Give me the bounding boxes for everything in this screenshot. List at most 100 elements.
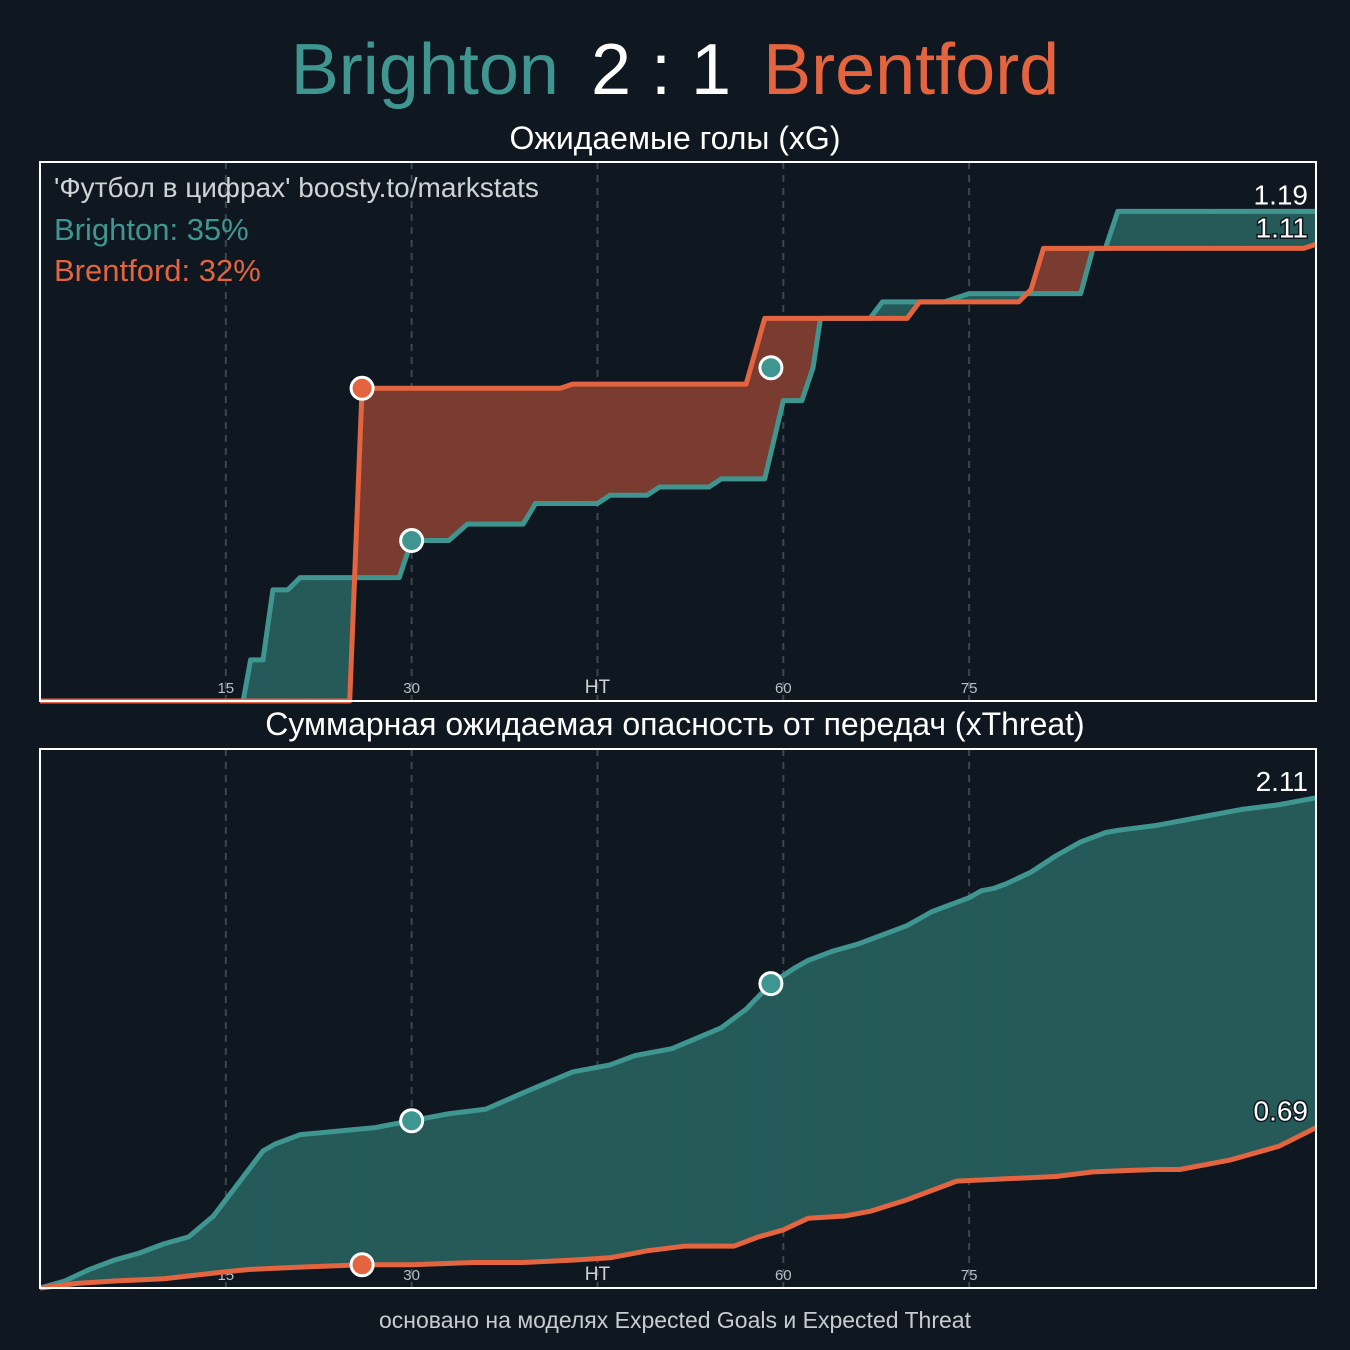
away-team-name: Brentford <box>763 30 1060 110</box>
xt-area-home <box>1043 860 1048 1178</box>
xg-area-home <box>256 659 260 702</box>
xt-area-home <box>122 1256 128 1281</box>
xt-area-home <box>758 993 761 1238</box>
xt-area-home <box>977 891 980 1181</box>
xt-area-home <box>1014 877 1019 1179</box>
xt-area-home <box>1005 881 1011 1180</box>
xg-area-home <box>254 659 258 702</box>
xt-area-home <box>353 1129 357 1266</box>
xt-area-home <box>962 898 966 1182</box>
xg-area-home <box>332 577 342 702</box>
xt-area-home <box>1162 822 1168 1170</box>
xt-area-home <box>254 1158 258 1270</box>
xt-area-home <box>764 987 768 1236</box>
xg-area-home <box>275 589 279 702</box>
xt-area-home <box>405 1120 412 1266</box>
xt-goal-marker-home <box>758 971 784 997</box>
match-header: Brighton 2 : 1 Brentford <box>0 20 1350 120</box>
xt-area-home <box>275 1141 280 1269</box>
xt-area-home <box>134 1252 140 1281</box>
xg-area-away <box>761 318 766 480</box>
xt-area-home <box>1237 809 1240 1159</box>
xt-area-home <box>483 1108 487 1263</box>
xt-area-home <box>756 995 759 1239</box>
xt-area-home <box>970 894 974 1181</box>
xg-area-home <box>1210 211 1242 249</box>
xt-area-home <box>572 1070 580 1261</box>
xg-area-away <box>588 383 594 504</box>
xg-tick-label: HT <box>585 677 611 698</box>
xt-area-home <box>617 1059 623 1257</box>
xt-area-home <box>138 1251 144 1281</box>
xg-area-away <box>467 387 477 525</box>
xt-area-home <box>473 1110 476 1263</box>
xg-goal-marker-away <box>349 375 375 401</box>
xt-area-home <box>217 1206 220 1274</box>
xt-area-home <box>718 1027 722 1247</box>
xt-area-home <box>279 1140 284 1269</box>
xt-area-home <box>1171 821 1176 1170</box>
xt-area-home <box>989 888 993 1180</box>
xt-area-home <box>853 944 856 1215</box>
xg-area-away <box>529 387 532 515</box>
xt-area-home <box>791 968 794 1227</box>
xt-area-home <box>1034 866 1040 1178</box>
xt-area-home <box>547 1078 557 1262</box>
xt-area-home <box>252 1160 256 1270</box>
xt-area-home <box>787 970 790 1229</box>
xt-area-home <box>646 1052 652 1252</box>
xt-area-home <box>1092 836 1096 1173</box>
xt-area-home <box>745 1006 749 1242</box>
xt-area-home <box>374 1126 381 1266</box>
xg-area-home <box>1307 211 1311 248</box>
xt-area-home <box>851 944 854 1216</box>
xg-area-away <box>526 387 530 519</box>
xg-area-away <box>609 383 617 496</box>
xg-area-away <box>533 387 536 509</box>
xt-area-home <box>1167 822 1172 1170</box>
xg-area-away <box>621 383 629 496</box>
away-win-probability: Brentford: 32% <box>54 253 261 288</box>
xt-area-home <box>768 982 772 1235</box>
xt-area-home <box>219 1204 222 1273</box>
xt-area-home <box>1216 812 1222 1163</box>
xg-area-away <box>755 340 759 480</box>
xt-area-home <box>1088 837 1092 1173</box>
xt-area-home <box>188 1232 194 1277</box>
xg-area-away <box>584 383 590 504</box>
xt-area-home <box>877 935 881 1210</box>
xt-area-home <box>1094 835 1098 1173</box>
xt-area-home <box>919 915 925 1196</box>
xt-area-home <box>1086 838 1090 1173</box>
xt-area-home <box>411 1119 419 1266</box>
xg-area-away <box>792 318 796 401</box>
xt-area-home <box>539 1081 549 1262</box>
xthreat-chart-title: Суммарная ожидаемая опасность от передач… <box>265 706 1085 742</box>
xt-area-home <box>880 934 883 1209</box>
xg-area-away <box>597 383 600 505</box>
xt-area-home <box>743 1008 747 1243</box>
xt-area-home <box>716 1028 720 1247</box>
xg-area-away <box>448 387 453 542</box>
xt-area-home <box>481 1109 485 1263</box>
xt-area-home <box>147 1248 152 1280</box>
xg-area-away <box>551 387 557 504</box>
xt-area-home <box>799 963 803 1223</box>
xt-area-home <box>832 950 836 1218</box>
xt-area-home <box>398 1121 406 1266</box>
xt-area-home <box>1200 816 1205 1167</box>
xt-line-away <box>39 1125 1318 1291</box>
xt-area-home <box>452 1112 458 1264</box>
xt-area-home <box>1290 800 1298 1141</box>
xt-area-home <box>1030 868 1036 1178</box>
xg-chart: 15 30 HT 60 75 1.191.11 <box>39 161 1317 704</box>
xg-area-away <box>454 387 459 536</box>
xt-area-home <box>258 1152 262 1270</box>
xg-area-home <box>277 589 281 702</box>
xt-area-home <box>952 901 958 1184</box>
xt-area-home <box>456 1111 462 1264</box>
xt-area-home <box>902 925 908 1202</box>
credit-text: 'Футбол в цифрах' boosty.to/markstats <box>54 172 539 203</box>
xg-area-away <box>543 387 549 504</box>
xt-area-home <box>795 965 799 1225</box>
